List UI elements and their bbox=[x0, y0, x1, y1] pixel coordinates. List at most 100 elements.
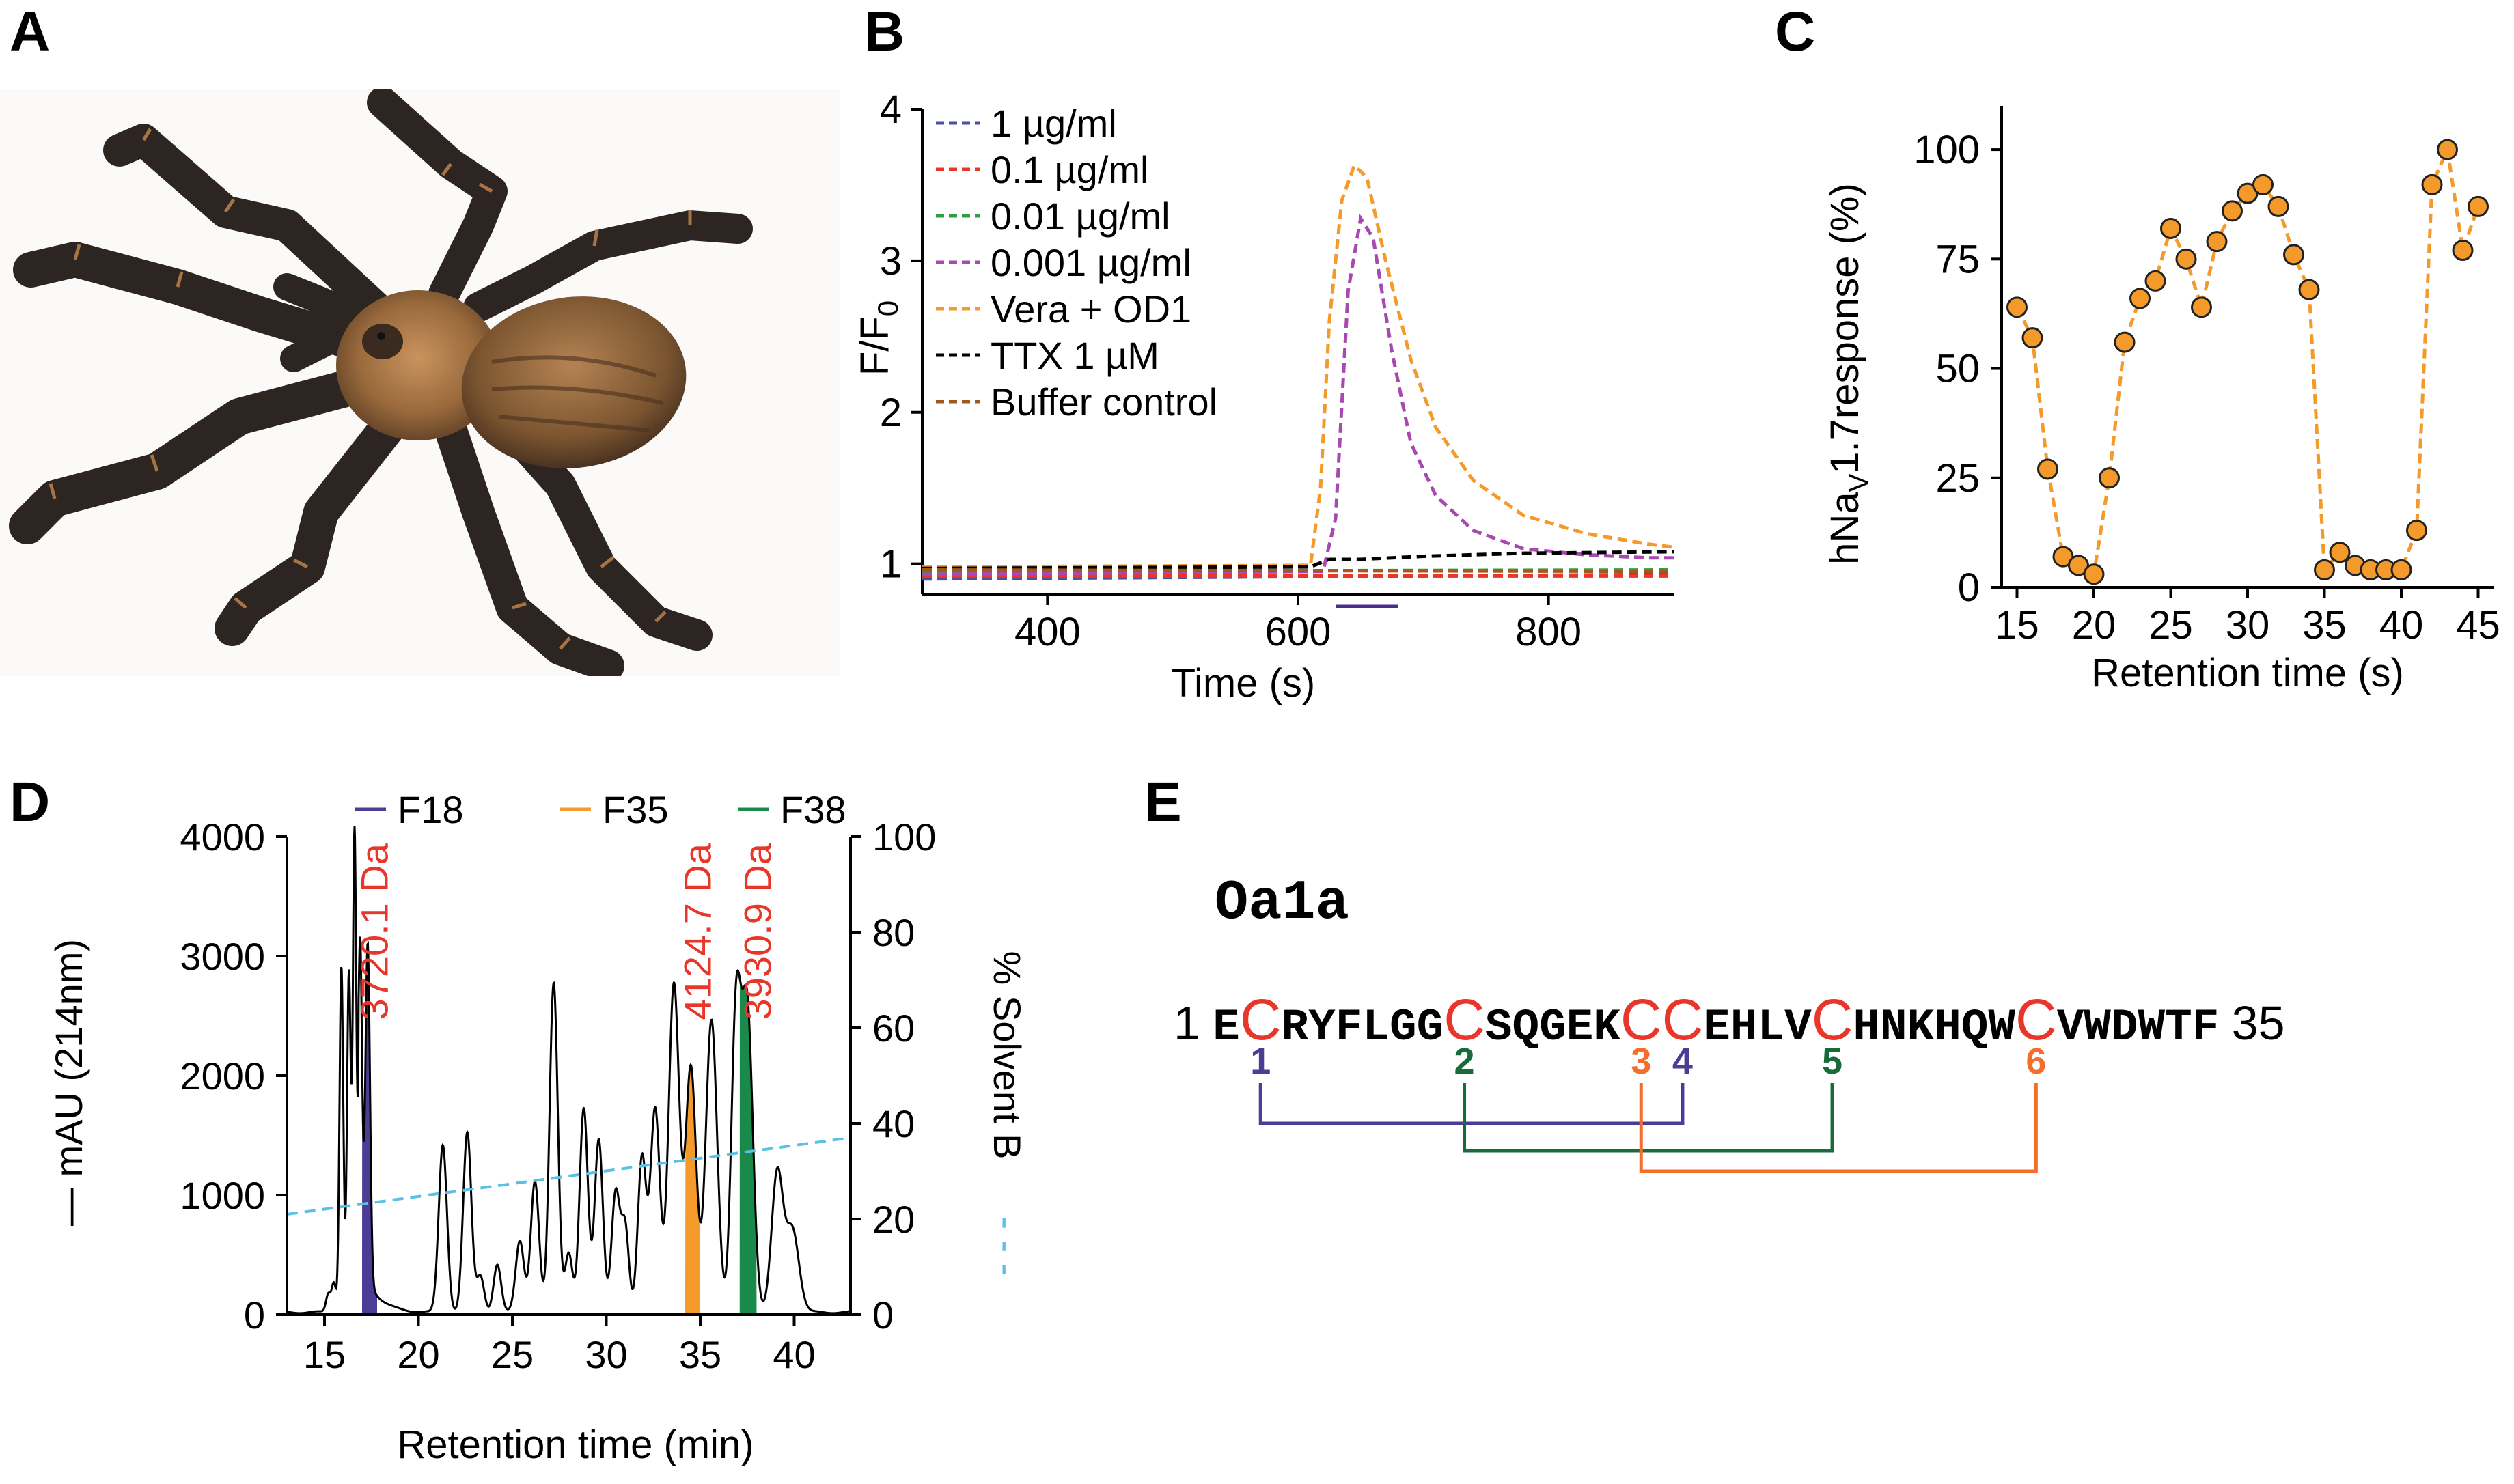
right-y-tick-label: 20 bbox=[872, 1198, 915, 1241]
cysteine-number: 3 bbox=[1631, 1041, 1651, 1082]
series-line bbox=[922, 568, 1674, 574]
data-point bbox=[2314, 559, 2335, 580]
residue-segment: VWDWTF bbox=[2056, 1002, 2220, 1053]
y-axis-title: F/F0 bbox=[854, 300, 904, 376]
cysteine-number: 5 bbox=[1822, 1041, 1842, 1082]
data-point bbox=[2267, 195, 2289, 217]
right-y-tick-label: 80 bbox=[872, 911, 915, 954]
y-tick-label: 75 bbox=[1935, 237, 1980, 281]
x-tick-label: 40 bbox=[773, 1333, 815, 1376]
x-tick-label: 15 bbox=[303, 1333, 346, 1376]
y-tick-label: 4 bbox=[880, 87, 902, 132]
panel-label-a: A bbox=[10, 1, 51, 63]
x-tick-label: 30 bbox=[585, 1333, 627, 1376]
x-tick-label: 800 bbox=[1515, 610, 1581, 654]
legend-label: Buffer control bbox=[991, 380, 1217, 423]
y-axis-title-main: F/F bbox=[854, 316, 897, 376]
disulfide-bond bbox=[1258, 1083, 1685, 1125]
sequence-end-number: 35 bbox=[2231, 996, 2285, 1050]
mass-label: 3720.1 Da bbox=[353, 843, 396, 1020]
data-point bbox=[2114, 331, 2136, 353]
panel-b-chart: 1 2 3 4 400 600 800 Time (s) F/F0 1 µg/ml 0.1 µg/… bbox=[853, 75, 1708, 731]
absorbance-trace bbox=[286, 826, 851, 1315]
residue-segment: SQGEK bbox=[1484, 1002, 1620, 1053]
x-tick-label: 20 bbox=[397, 1333, 439, 1376]
data-point bbox=[2222, 200, 2243, 222]
data-point bbox=[2099, 467, 2120, 489]
x-tick-label: 40 bbox=[2379, 603, 2424, 647]
cysteine-residue: C bbox=[1239, 988, 1282, 1052]
y-tick-label: 0 bbox=[1958, 565, 1980, 610]
sequence-start-number: 1 bbox=[1174, 996, 1200, 1050]
y-axis-title-post: 1.7response (%) bbox=[1823, 183, 1867, 474]
panel-d-chart: 0 1000 2000 3000 4000 0 20 40 60 80 100 15 20 25 30 35 4… bbox=[0, 772, 1120, 1481]
y-tick-label: 3 bbox=[880, 239, 902, 283]
peptide-sequence: 1 ECRYFLGGCSQGEKCCEHLVCHNKHQWCVWDWTF 35 bbox=[1174, 987, 2285, 1053]
data-point bbox=[2037, 458, 2058, 480]
residue-segment: HNKHQW bbox=[1853, 1002, 2016, 1053]
y-axis-title: hNaV1.7response (%) bbox=[1823, 183, 1874, 565]
y-axis-title-sub: 0 bbox=[872, 300, 904, 316]
cysteine-residue: C bbox=[1811, 988, 1853, 1052]
data-point bbox=[2206, 231, 2228, 253]
panel-label-c: C bbox=[1775, 1, 1816, 63]
fraction-fill bbox=[685, 1065, 700, 1315]
nav17-response-chart: 0 25 50 75 100 15 20 25 30 35 40 45 Retention time (… bbox=[1823, 106, 2500, 695]
x-tick-label: 30 bbox=[2226, 603, 2270, 647]
legend-label: 0.1 µg/ml bbox=[991, 148, 1148, 191]
data-point bbox=[2175, 248, 2197, 270]
left-y-tick-label: 2000 bbox=[180, 1054, 265, 1097]
abdomen bbox=[461, 296, 687, 468]
residue-segment: E bbox=[1213, 1002, 1240, 1053]
hplc-chromatogram: 0 1000 2000 3000 4000 0 20 40 60 80 100 15 20 25 30 35 4… bbox=[47, 788, 1029, 1467]
panel-label-b: B bbox=[864, 1, 905, 63]
legend-label: 1 µg/ml bbox=[991, 102, 1117, 145]
fraction-fill bbox=[739, 978, 757, 1315]
right-y-tick-label: 60 bbox=[872, 1007, 915, 1050]
data-point bbox=[2437, 139, 2458, 160]
solvent-b-line bbox=[286, 1136, 851, 1216]
y-tick-label: 2 bbox=[880, 391, 902, 435]
data-point bbox=[2160, 217, 2181, 239]
data-point bbox=[2083, 563, 2105, 585]
y-axis-title-sub: V bbox=[1844, 473, 1874, 492]
data-point bbox=[2252, 173, 2274, 195]
legend-label: F35 bbox=[603, 788, 669, 831]
legend-label: 0.01 µg/ml bbox=[991, 195, 1170, 238]
data-point bbox=[2468, 195, 2489, 217]
cysteine-number: 6 bbox=[2026, 1041, 2046, 1082]
cysteine-residue: C bbox=[2015, 988, 2057, 1052]
panel-c-chart: 0 25 50 75 100 15 20 25 30 35 40 45 Retention time (… bbox=[1769, 75, 2514, 731]
x-tick-label: 25 bbox=[491, 1333, 534, 1376]
data-point bbox=[2191, 296, 2212, 318]
data-point bbox=[2144, 270, 2166, 292]
legend-label: TTX 1 µM bbox=[991, 334, 1159, 377]
cysteine-number: 2 bbox=[1454, 1041, 1475, 1082]
y-tick-label: 1 bbox=[880, 542, 902, 587]
x-axis-title: Retention time (min) bbox=[397, 1423, 754, 1467]
disulfide-bond bbox=[1463, 1083, 1834, 1153]
legend-label: F38 bbox=[780, 788, 846, 831]
left-y-tick-label: 3000 bbox=[180, 935, 265, 978]
x-tick-label: 15 bbox=[1995, 603, 2039, 647]
x-tick-label: 35 bbox=[679, 1333, 721, 1376]
series-line bbox=[922, 162, 1674, 569]
cysteine-residue: C bbox=[1661, 988, 1704, 1052]
tarantula-illustration bbox=[0, 87, 840, 682]
legend-label: 0.001 µg/ml bbox=[991, 241, 1191, 284]
peptide-name: Oa1a bbox=[1215, 871, 1349, 935]
data-point bbox=[2421, 173, 2443, 195]
tarantula-photo bbox=[0, 87, 840, 682]
legend-label: Vera + OD1 bbox=[991, 288, 1191, 331]
cysteine-number: 1 bbox=[1250, 1041, 1271, 1082]
left-y-tick-label: 0 bbox=[244, 1293, 265, 1336]
left-y-axis-title: — mAU (214nm) bbox=[47, 939, 90, 1226]
x-tick-label: 35 bbox=[2302, 603, 2347, 647]
data-point bbox=[2006, 296, 2028, 318]
left-y-tick-label: 4000 bbox=[180, 815, 265, 858]
x-tick-label: 400 bbox=[1014, 610, 1081, 654]
cysteine-residue: C bbox=[1444, 988, 1485, 1052]
x-tick-label: 600 bbox=[1265, 610, 1331, 654]
x-axis-title: Time (s) bbox=[1172, 661, 1315, 705]
